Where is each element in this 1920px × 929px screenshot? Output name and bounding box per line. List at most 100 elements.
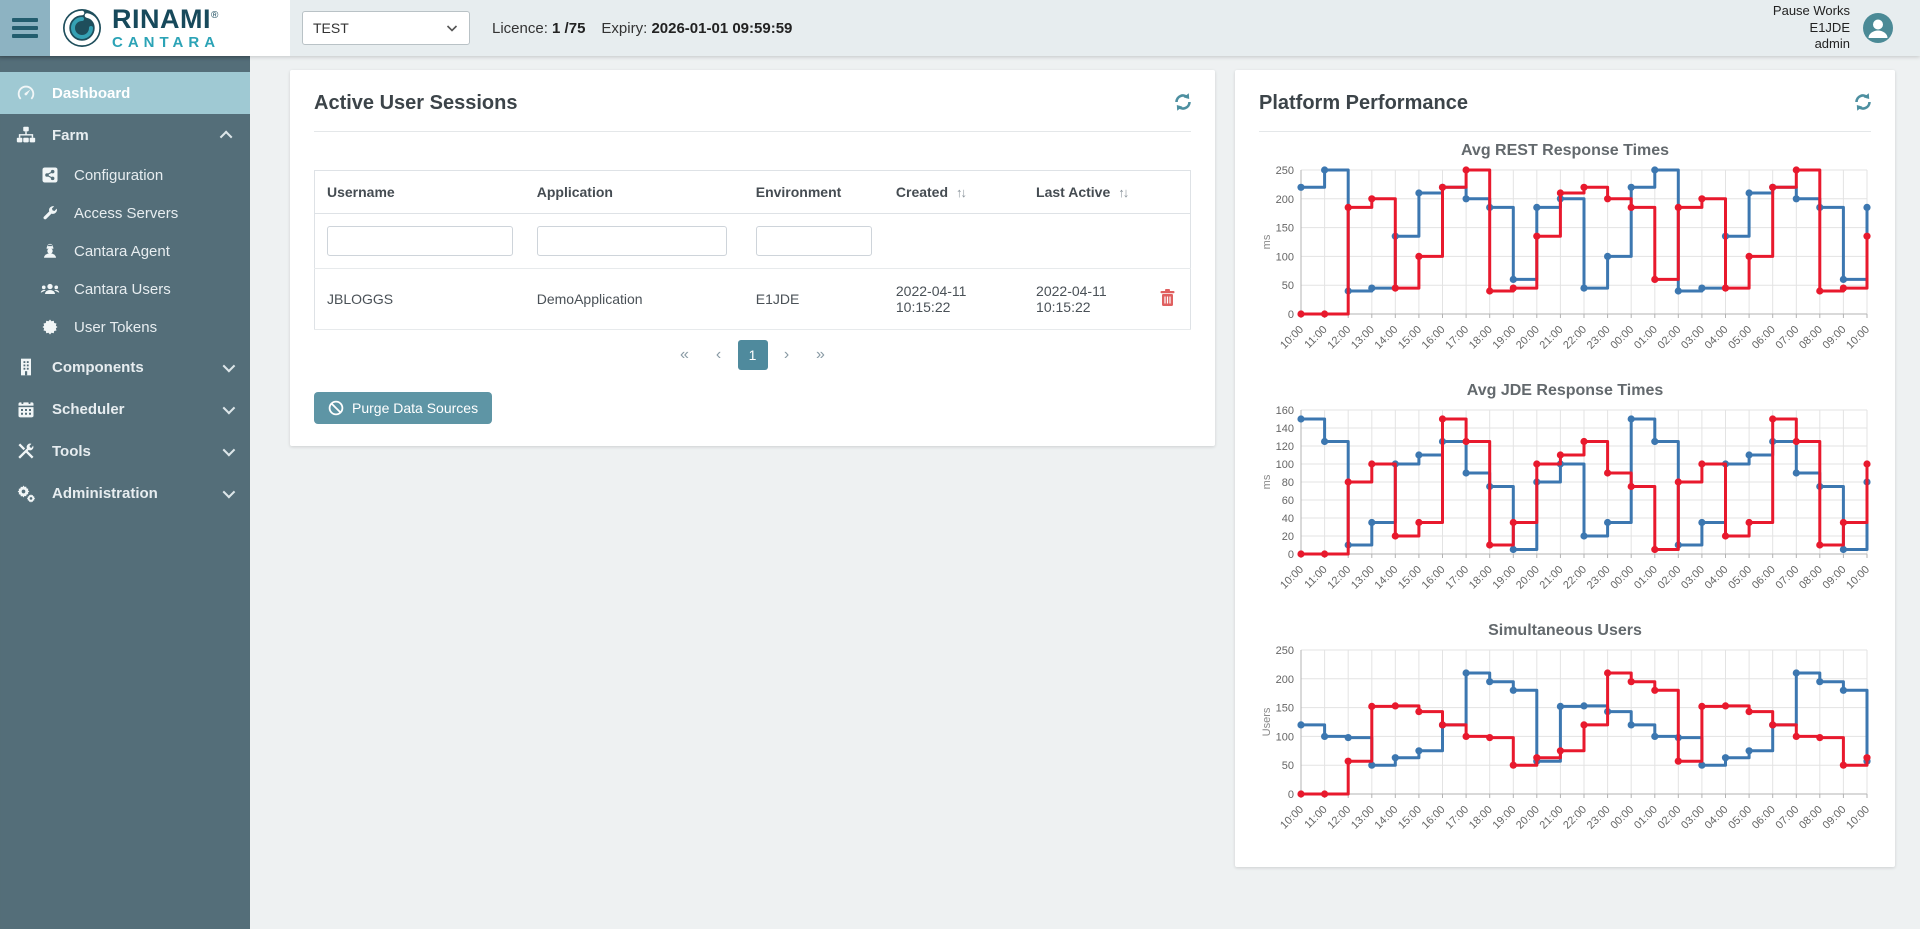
column-header-last-active[interactable]: Last Active ↑↓ [1024, 170, 1147, 214]
svg-text:13:00: 13:00 [1349, 324, 1377, 352]
delete-session-icon[interactable] [1159, 288, 1176, 307]
logo-brand-text: RINAMI® [112, 4, 219, 34]
expiry-value: 2026-01-01 09:59:59 [651, 19, 793, 37]
chevron-down-icon [222, 359, 236, 372]
rest-response-chart: 0 50 100 150 200 250 10:00 11:00 12:00 13:00 14:00… [1259, 160, 1872, 372]
filter-username-input[interactable] [327, 226, 513, 256]
svg-text:06:00: 06:00 [1750, 324, 1778, 352]
avatar[interactable] [1862, 12, 1894, 44]
filter-environment-input[interactable] [755, 226, 872, 256]
simultaneous-users-chart-block: Simultaneous Users 0 50 100 150 200 250 10:00 1… [1259, 622, 1872, 852]
sidebar-item-tools[interactable]: Tools [0, 430, 250, 472]
top-header: RINAMI® CANTARA TEST Licence: 1 /75 Expi… [0, 0, 1920, 56]
environment-select[interactable]: TEST [302, 11, 470, 45]
svg-text:02:00: 02:00 [1655, 804, 1683, 832]
svg-text:18:00: 18:00 [1467, 324, 1495, 352]
sidebar-item-label: Tools [52, 442, 91, 460]
refresh-button[interactable] [1851, 90, 1875, 119]
svg-text:60: 60 [1282, 495, 1294, 507]
svg-text:10:00: 10:00 [1844, 324, 1872, 352]
sidebar-item-dashboard[interactable]: Dashboard [0, 72, 250, 114]
svg-text:16:00: 16:00 [1420, 804, 1448, 832]
purge-data-sources-button[interactable]: Purge Data Sources [314, 392, 493, 424]
sort-icon[interactable]: ↑↓ [956, 185, 967, 200]
svg-text:140: 140 [1276, 423, 1294, 435]
svg-text:02:00: 02:00 [1655, 324, 1683, 352]
expiry-label: Expiry: [601, 19, 648, 37]
svg-text:06:00: 06:00 [1750, 564, 1778, 592]
sidebar-item-label: Cantara Agent [74, 242, 170, 260]
svg-text:21:00: 21:00 [1538, 564, 1566, 592]
sidebar-item-access-servers[interactable]: Access Servers [0, 194, 250, 232]
column-header-created[interactable]: Created ↑↓ [883, 170, 1025, 214]
svg-text:21:00: 21:00 [1538, 804, 1566, 832]
chevron-down-icon [222, 485, 236, 498]
svg-text:16:00: 16:00 [1420, 324, 1448, 352]
column-header-application[interactable]: Application [524, 170, 744, 214]
platform-performance-panel: Platform Performance Avg REST Response T… [1235, 70, 1895, 867]
last-page-button[interactable]: » [816, 346, 825, 363]
sitemap-icon [14, 123, 38, 147]
svg-text:11:00: 11:00 [1302, 324, 1329, 351]
column-header-username[interactable]: Username [314, 170, 525, 214]
svg-text:150: 150 [1276, 223, 1294, 235]
sidebar-item-cantara-agent[interactable]: Cantara Agent [0, 232, 250, 270]
svg-text:15:00: 15:00 [1396, 804, 1424, 832]
previous-page-button[interactable]: ‹ [715, 346, 722, 363]
svg-text:03:00: 03:00 [1679, 564, 1707, 592]
svg-text:03:00: 03:00 [1679, 324, 1707, 352]
paginator: « ‹ 1 › » [314, 330, 1191, 372]
svg-text:16:00: 16:00 [1420, 564, 1448, 592]
svg-text:0: 0 [1288, 789, 1294, 801]
sidebar-item-user-tokens[interactable]: User Tokens [0, 308, 250, 346]
svg-text:100: 100 [1276, 459, 1294, 471]
sidebar-item-farm[interactable]: Farm [0, 114, 250, 156]
svg-text:17:00: 17:00 [1443, 324, 1471, 352]
column-header-environment[interactable]: Environment [743, 170, 884, 214]
sidebar-item-label: Dashboard [52, 84, 131, 102]
sidebar-item-components[interactable]: Components [0, 346, 250, 388]
sidebar-item-scheduler[interactable]: Scheduler [0, 388, 250, 430]
next-page-button[interactable]: › [783, 346, 790, 363]
purge-button-label: Purge Data Sources [352, 400, 479, 416]
svg-text:20:00: 20:00 [1514, 564, 1542, 592]
sidebar-item-label: Configuration [74, 166, 164, 184]
svg-text:23:00: 23:00 [1585, 804, 1613, 832]
chart-title: Avg REST Response Times [1460, 142, 1670, 159]
svg-text:09:00: 09:00 [1821, 324, 1849, 352]
sidebar-item-administration[interactable]: Administration [0, 472, 250, 514]
refresh-icon [1175, 93, 1191, 111]
svg-text:50: 50 [1282, 760, 1294, 772]
svg-text:08:00: 08:00 [1797, 564, 1825, 592]
user-info: Pause Works E1JDE admin [1773, 3, 1850, 54]
refresh-button[interactable] [1171, 90, 1195, 119]
svg-text:09:00: 09:00 [1821, 564, 1849, 592]
sidebar-farm-submenu: Configuration Access Servers Cantara Age… [0, 156, 250, 346]
table-header-row: Username Application Environment Created… [314, 170, 1191, 214]
svg-text:23:00: 23:00 [1585, 324, 1613, 352]
hamburger-icon [12, 18, 38, 22]
svg-text:20:00: 20:00 [1514, 804, 1542, 832]
sidebar-item-configuration[interactable]: Configuration [0, 156, 250, 194]
svg-text:22:00: 22:00 [1561, 564, 1589, 592]
svg-text:22:00: 22:00 [1561, 804, 1589, 832]
page-number-button[interactable]: 1 [737, 340, 768, 370]
jde-response-chart: 0 20 40 60 80 100 120 140 160 10:00 11:00 12:00 13:0… [1259, 400, 1872, 612]
svg-text:11:00: 11:00 [1302, 804, 1329, 831]
menu-toggle-button[interactable] [0, 0, 50, 56]
svg-text:15:00: 15:00 [1396, 564, 1424, 592]
panel-title: Active User Sessions [314, 92, 518, 114]
svg-text:ms: ms [1261, 234, 1273, 249]
first-page-button[interactable]: « [680, 346, 689, 363]
svg-text:17:00: 17:00 [1443, 804, 1471, 832]
sort-icon[interactable]: ↑↓ [1118, 185, 1129, 200]
refresh-icon [1855, 93, 1871, 111]
filter-application-input[interactable] [536, 226, 727, 256]
svg-text:12:00: 12:00 [1325, 324, 1353, 352]
chevron-up-icon [219, 130, 233, 143]
sidebar-item-label: Cantara Users [74, 280, 171, 298]
svg-text:00:00: 00:00 [1608, 804, 1636, 832]
table-filter-row [314, 213, 1191, 269]
chevron-down-icon [222, 401, 236, 414]
sidebar-item-cantara-users[interactable]: Cantara Users [0, 270, 250, 308]
